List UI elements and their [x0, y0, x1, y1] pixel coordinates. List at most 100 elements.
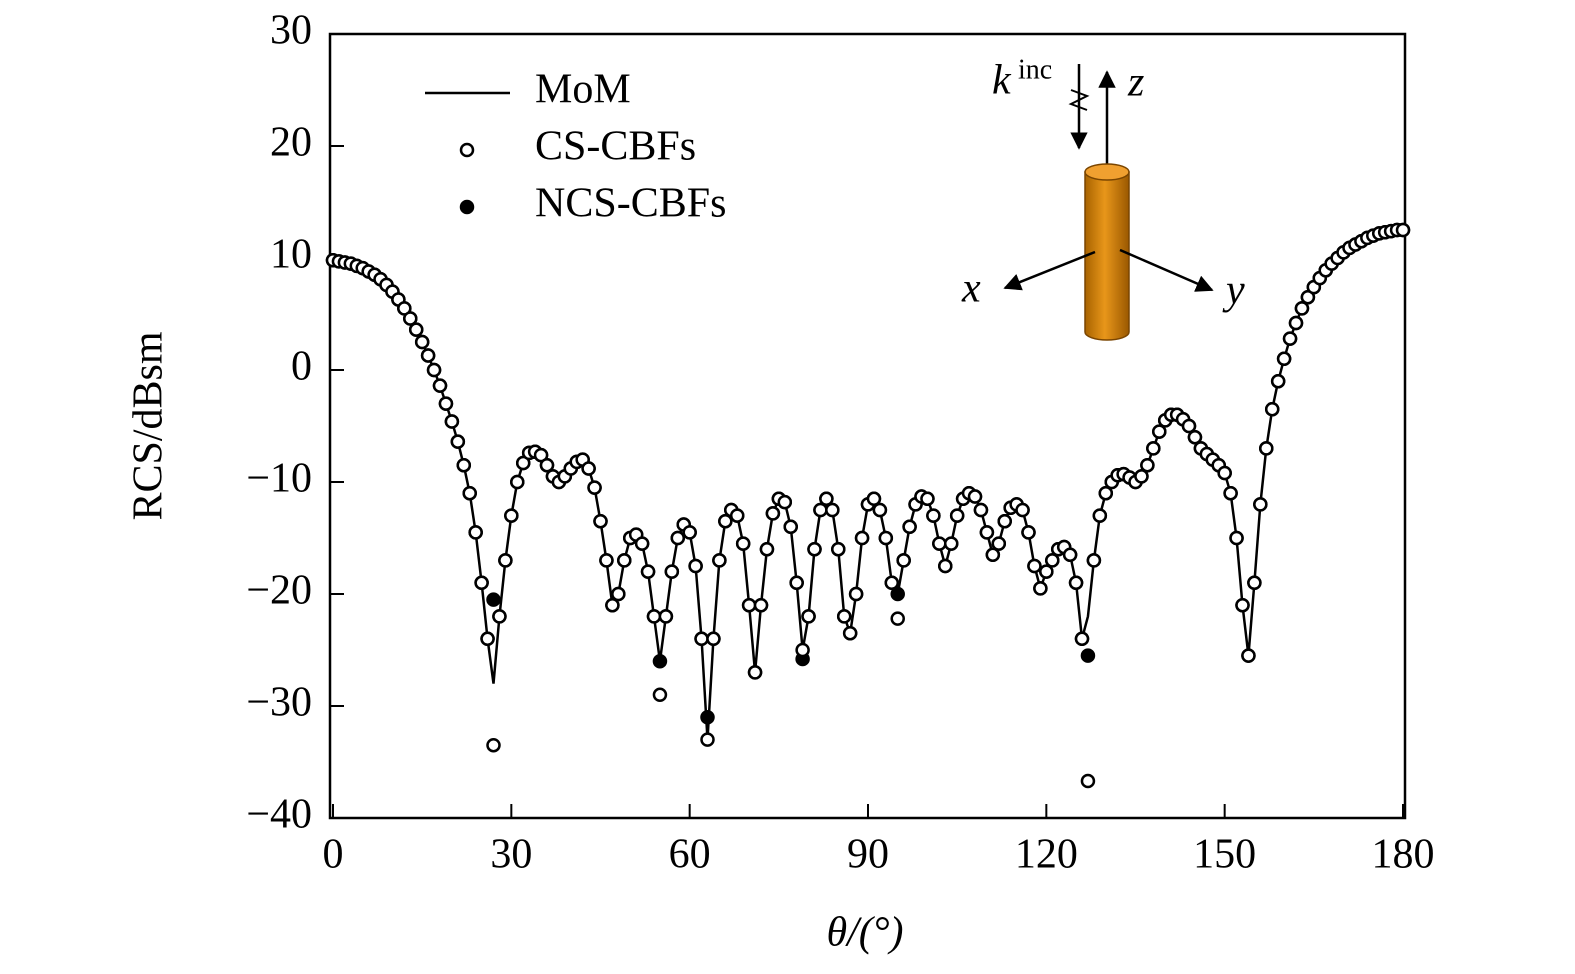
open-marker: [801, 609, 816, 624]
y-tick-label: −40: [246, 792, 312, 838]
open-marker: [1229, 530, 1244, 546]
open-marker: [884, 575, 900, 591]
open-marker: [1080, 773, 1096, 789]
open-marker: [1282, 331, 1298, 346]
z-label: z: [1127, 60, 1144, 106]
open-marker: [480, 631, 495, 647]
open-marker: [872, 502, 888, 518]
x-tick-label: 60: [669, 832, 711, 878]
open-marker: [1217, 465, 1232, 481]
open-marker: [949, 508, 965, 523]
x-tick-label: 0: [323, 832, 344, 878]
open-marker: [486, 737, 501, 753]
open-marker: [432, 378, 448, 393]
open-marker: [991, 536, 1007, 551]
open-marker: [593, 513, 608, 529]
open-marker: [1146, 441, 1161, 456]
open-marker: [1015, 502, 1030, 518]
wave: [1068, 89, 1090, 111]
y-tick-label: −30: [246, 680, 312, 726]
open-marker: [938, 558, 953, 574]
open-marker: [414, 334, 430, 350]
open-marker: [670, 530, 686, 546]
open-marker: [890, 611, 905, 626]
inc-label: inc: [1018, 54, 1052, 85]
open-marker: [1134, 469, 1149, 484]
x-tick-label: 90: [847, 832, 889, 878]
open-marker: [634, 536, 650, 551]
open-marker: [902, 519, 917, 535]
legend-label: CS-CBFs: [535, 124, 696, 170]
filled-marker: [1080, 648, 1096, 663]
open-marker: [646, 609, 662, 624]
open-marker: [836, 609, 852, 624]
open-marker: [599, 553, 614, 568]
y-axis-label: RCS/dBsm: [126, 331, 172, 520]
x-tick-label: 180: [1372, 832, 1435, 878]
open-marker: [741, 597, 757, 613]
open-marker: [985, 547, 1001, 563]
filled-marker: [652, 653, 668, 669]
y-label: y: [1222, 268, 1245, 314]
cylinder-top: [1084, 163, 1130, 181]
open-marker: [1152, 424, 1167, 439]
cylinder: [1084, 171, 1130, 341]
y-arrow: [1119, 248, 1214, 292]
open-marker: [1092, 508, 1108, 523]
open-marker: [896, 553, 911, 568]
open-marker: [932, 536, 947, 551]
open-marker: [765, 506, 781, 521]
open-marker: [1253, 497, 1268, 512]
open-marker: [967, 489, 983, 504]
open-marker: [640, 564, 656, 579]
open-marker: [753, 597, 769, 613]
open-marker: [795, 642, 810, 658]
open-marker: [729, 508, 745, 523]
open-marker: [438, 396, 454, 411]
open-marker: [1027, 558, 1042, 574]
open-marker: [1187, 429, 1203, 445]
open-marker: [510, 474, 525, 490]
x-tick-label: 120: [1015, 832, 1078, 878]
inset: k inc z x y: [961, 54, 1245, 341]
open-marker: [426, 362, 442, 378]
open-marker: [587, 480, 602, 495]
open-marker: [1021, 525, 1036, 540]
open-marker: [920, 491, 935, 507]
y-tick-label: −20: [246, 568, 312, 614]
open-marker: [664, 564, 680, 579]
open-marker: [444, 414, 460, 429]
open-marker: [747, 665, 763, 680]
open-marker: [498, 553, 513, 568]
open-marker: [819, 491, 834, 507]
legend-marker: [459, 142, 475, 158]
open-marker: [878, 530, 894, 546]
filled-marker: [890, 586, 905, 602]
open-marker: [854, 530, 870, 546]
open-marker: [831, 541, 846, 557]
open-marker: [712, 553, 727, 568]
open-marker: [973, 502, 989, 518]
open-marker: [1039, 564, 1054, 579]
open-marker: [789, 575, 804, 591]
open-marker: [825, 502, 840, 518]
open-marker: [605, 597, 620, 613]
open-marker: [807, 541, 822, 557]
x-tick-label: 30: [490, 832, 532, 878]
x-axis-label: θ/(°): [826, 910, 903, 956]
open-marker: [420, 348, 436, 363]
open-marker: [1086, 553, 1102, 568]
y-tick-label: −10: [246, 456, 312, 502]
open-marker: [842, 625, 858, 641]
open-marker: [1074, 631, 1090, 647]
y-tick-label: 20: [270, 120, 312, 166]
plot-frame: [328, 32, 1407, 820]
open-marker: [1395, 222, 1411, 238]
open-marker: [1140, 457, 1155, 473]
open-marker: [658, 609, 674, 624]
open-marker: [468, 525, 483, 540]
filled-marker: [486, 592, 501, 607]
open-marker: [688, 558, 703, 574]
x-label: x: [961, 266, 981, 312]
